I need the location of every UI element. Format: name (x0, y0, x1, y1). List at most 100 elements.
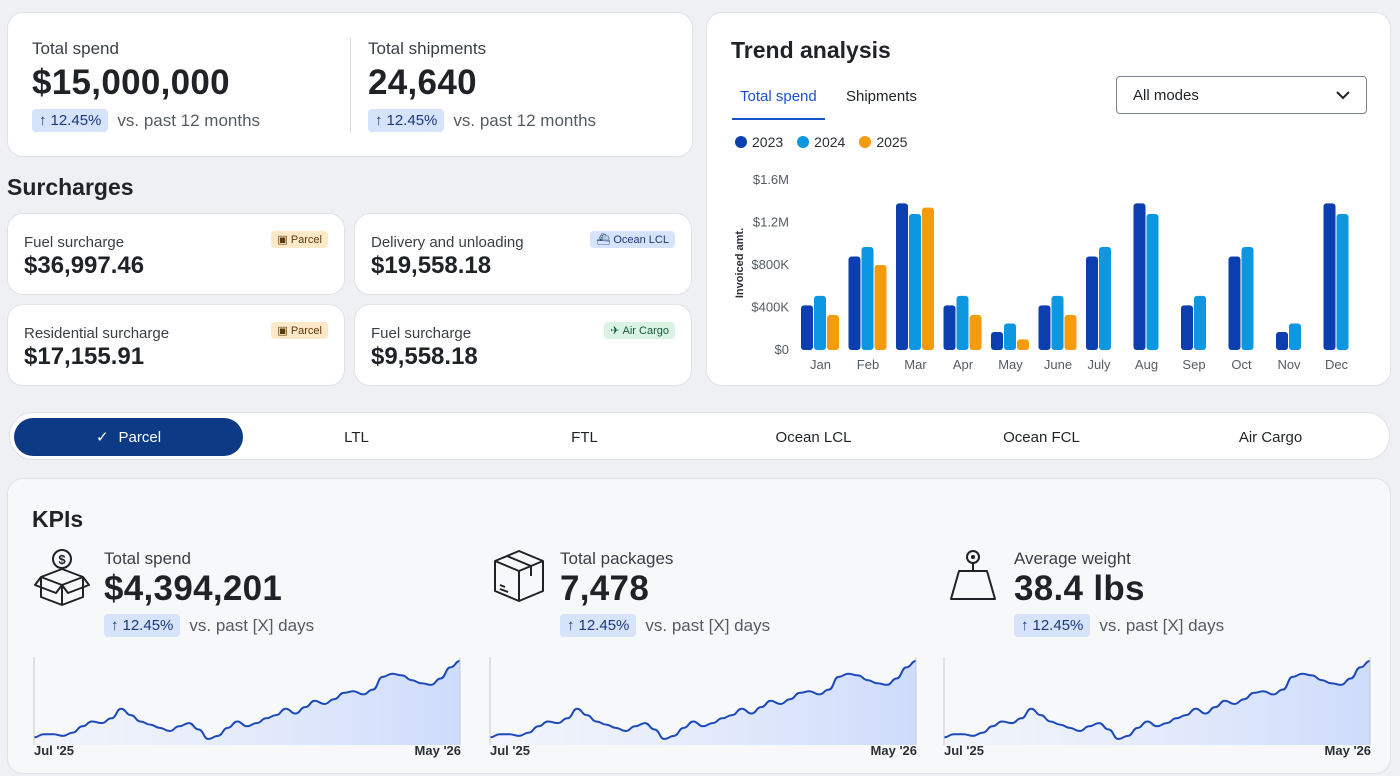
mode-tab-ocean-lcl[interactable]: Ocean LCL (699, 418, 928, 456)
bar-2024-sep[interactable] (1194, 295, 1206, 350)
mode-tag: ✈ Air Cargo (604, 322, 675, 339)
bar-2024-feb[interactable] (861, 246, 874, 350)
bar-2023-dec[interactable] (1323, 203, 1336, 350)
delta-text: vs. past [X] days (189, 615, 315, 635)
surcharge-card[interactable]: Residential surcharge $17,155.91 ▣ Parcel (7, 304, 345, 386)
airplane-icon: ✈ (610, 325, 620, 337)
delta-badge: ↑ 12.45% (368, 109, 445, 132)
total-shipments-value: 24,640 (368, 63, 477, 102)
bar-2025-jan[interactable] (827, 314, 839, 350)
tab-total-spend[interactable]: Total spend (732, 88, 825, 120)
y-tick-label: $0 (775, 342, 789, 357)
kpi-block: $ Total spend $4,394,201 ↑ 12.45% vs. past [X… (33, 547, 463, 767)
sparkline-line (33, 660, 461, 741)
bar-2024-mar[interactable] (909, 214, 921, 350)
mode-select[interactable]: All modes (1116, 76, 1367, 114)
bar-2025-may[interactable] (1017, 339, 1029, 350)
y-tick-label: $1.6M (753, 172, 789, 187)
bar-2023-mar[interactable] (896, 203, 908, 350)
y-tick-label: $400K (751, 300, 789, 315)
delta-text: vs. past [X] days (1099, 615, 1225, 635)
y-axis-label: Invoiced amt. (734, 228, 746, 298)
parcel-icon: ▣ (277, 325, 288, 337)
bar-2024-apr[interactable] (956, 295, 969, 350)
arrow-up-icon: ↑ (1021, 617, 1029, 634)
surcharge-card[interactable]: Delivery and unloading $19,558.18 ⛴ Ocean… (354, 213, 692, 295)
bar-2025-apr[interactable] (969, 314, 982, 350)
surcharge-card[interactable]: Fuel surcharge $36,997.46 ▣ Parcel (7, 213, 345, 295)
bar-2024-dec[interactable] (1336, 214, 1349, 350)
x-tick-label: Apr (953, 357, 974, 372)
totals-card: Total spend $15,000,000 ↑ 12.45% vs. past… (7, 12, 693, 157)
bar-2023-aug[interactable] (1133, 203, 1146, 350)
kpi-block: Average weight 38.4 lbs ↑ 12.45% vs. past [X… (943, 547, 1373, 767)
mode-tab-ltl[interactable]: LTL (242, 418, 471, 456)
spark-axis-start: Jul '25 (34, 743, 74, 758)
bar-2023-nov[interactable] (1276, 331, 1288, 350)
mode-tab-label: Ocean LCL (775, 428, 852, 446)
mode-tab-ftl[interactable]: FTL (470, 418, 699, 456)
kpi-block: Total packages 7,478 ↑ 12.45% vs. past [X] d… (489, 547, 919, 767)
x-tick-label: Feb (857, 357, 879, 372)
mode-tab-air-cargo[interactable]: Air Cargo (1156, 418, 1385, 456)
bar-2024-july[interactable] (1099, 246, 1111, 350)
bar-2023-jan[interactable] (801, 305, 813, 350)
sparkline-area (944, 661, 1370, 745)
x-tick-label: June (1044, 357, 1072, 372)
arrow-up-icon: ↑ (567, 617, 575, 634)
bar-2024-aug[interactable] (1146, 214, 1159, 350)
money-box-icon: $ (34, 549, 90, 606)
surcharge-label: Fuel surcharge (371, 325, 472, 342)
surcharge-value: $9,558.18 (371, 343, 478, 370)
surcharge-value: $17,155.91 (24, 343, 145, 370)
weight-icon (950, 550, 996, 600)
surcharges-title: Surcharges (7, 174, 134, 200)
x-tick-label: July (1087, 357, 1111, 372)
delta-badge: ↑ 12.45% (560, 614, 637, 637)
bar-2024-oct[interactable] (1241, 246, 1254, 350)
spark-axis-end: May '26 (870, 743, 917, 758)
bar-2024-nov[interactable] (1289, 323, 1301, 350)
bar-2023-feb[interactable] (848, 256, 861, 351)
kpi-value: 38.4 lbs (1014, 569, 1145, 608)
bar-2025-feb[interactable] (874, 265, 887, 350)
kpi-label: Total packages (560, 549, 674, 568)
surcharge-card[interactable]: Fuel surcharge $9,558.18 ✈ Air Cargo (354, 304, 692, 386)
total-shipments-block: Total shipments 24,640 ↑ 12.45% vs. past … (368, 39, 596, 132)
bar-2025-june[interactable] (1064, 314, 1077, 350)
legend-item[interactable]: 2024 (797, 134, 845, 150)
bar-2023-june[interactable] (1038, 305, 1051, 350)
bar-2024-jan[interactable] (814, 295, 826, 350)
sparkline (33, 657, 461, 745)
arrow-up-icon: ↑ (111, 617, 119, 634)
x-tick-label: Nov (1277, 357, 1301, 372)
bar-2023-oct[interactable] (1228, 256, 1241, 351)
legend-swatch (735, 136, 747, 148)
spark-axis-end: May '26 (1324, 743, 1371, 758)
check-icon: ✓ (95, 429, 109, 446)
surcharge-label: Delivery and unloading (371, 234, 524, 251)
x-tick-label: Mar (904, 357, 927, 372)
tab-shipments[interactable]: Shipments (846, 88, 917, 105)
bar-2024-may[interactable] (1004, 323, 1016, 350)
bar-2025-mar[interactable] (922, 207, 934, 350)
kpi-value: $4,394,201 (104, 569, 283, 608)
mode-tab-parcel[interactable]: ✓ Parcel (14, 418, 243, 456)
divider (350, 37, 351, 133)
bar-2023-july[interactable] (1086, 256, 1098, 351)
legend-item[interactable]: 2023 (735, 134, 783, 150)
sparkline (489, 657, 917, 745)
bar-2023-may[interactable] (991, 331, 1003, 350)
sparkline-line (489, 660, 917, 741)
bar-2023-apr[interactable] (943, 305, 956, 350)
surcharge-value: $36,997.46 (24, 252, 145, 279)
legend-item[interactable]: 2025 (859, 134, 907, 150)
surcharge-value: $19,558.18 (371, 252, 492, 279)
bar-2024-june[interactable] (1051, 295, 1064, 350)
bar-2023-sep[interactable] (1181, 305, 1193, 350)
legend-swatch (859, 136, 872, 148)
mode-tab-ocean-fcl[interactable]: Ocean FCL (927, 418, 1156, 456)
arrow-up-icon: ↑ (375, 112, 383, 129)
surcharge-label: Residential surcharge (24, 325, 170, 342)
mode-tab-label: FTL (571, 428, 598, 446)
